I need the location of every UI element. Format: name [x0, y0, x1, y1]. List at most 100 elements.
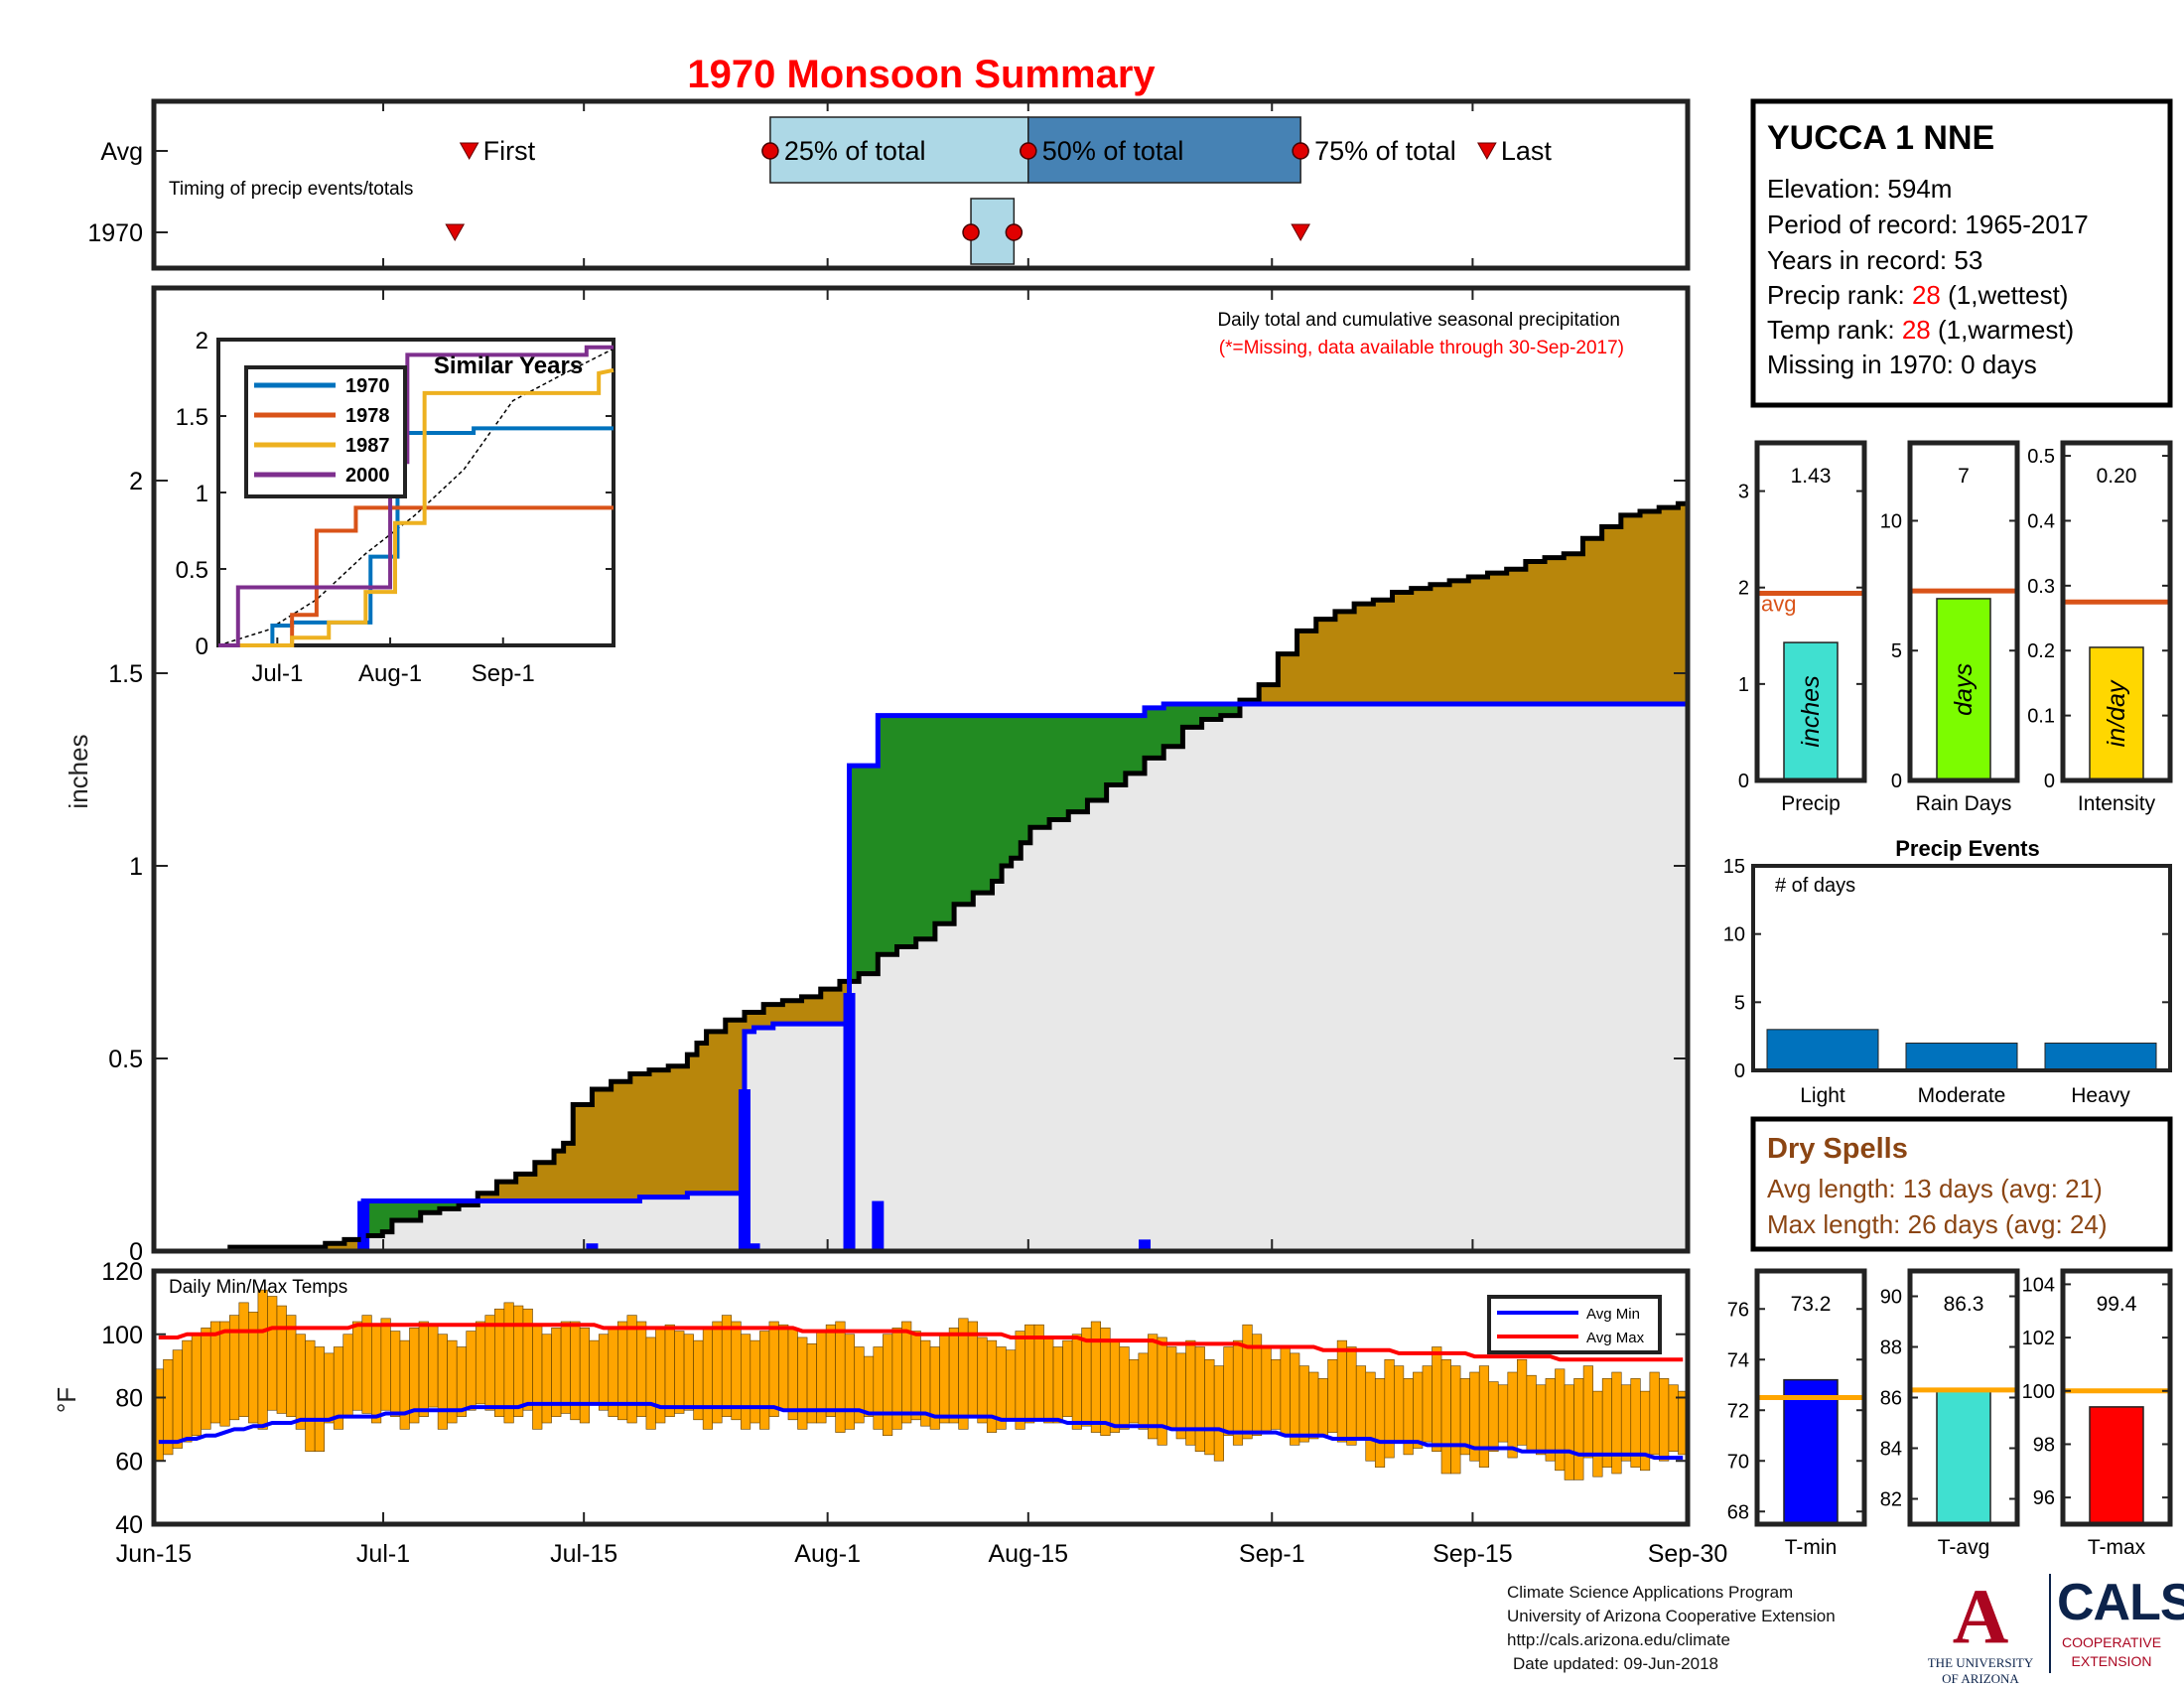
stat-bar-intensity [2089, 646, 2144, 781]
avg-first-marker [459, 142, 479, 161]
station-name: YUCCA 1 NNE [1767, 119, 1994, 157]
daily-temp-bar [172, 1349, 183, 1449]
daily-temp-bar [324, 1352, 335, 1424]
daily-temp-bar [305, 1339, 316, 1452]
stat-ytick-label: 2 [1738, 578, 1749, 600]
daily-temp-bar [674, 1331, 685, 1414]
cals-text-2: EXTENSION [2071, 1653, 2152, 1669]
daily-temp-bar [1640, 1390, 1651, 1472]
daily-temp-bar [1450, 1365, 1461, 1475]
temp-title: Daily Min/Max Temps [169, 1277, 347, 1298]
daily-temp-bar [513, 1305, 524, 1417]
precipitation-panel: 0 0.5 1 1.5 2 [108, 285, 1691, 1266]
daily-temp-bar [456, 1346, 468, 1417]
events-category-label: Light [1800, 1084, 1845, 1107]
daily-temp-bar [201, 1328, 211, 1430]
daily-temp-bar [1166, 1346, 1177, 1430]
daily-temp-bar [1290, 1352, 1300, 1446]
timing-panel: Avg 1970 Timing of precip events/totals Fir… [87, 98, 1691, 271]
avg-p25-label: 25% of total [784, 136, 926, 166]
events-ylabel: # of days [1775, 875, 1855, 897]
precip-frame [151, 285, 1691, 1254]
daily-temp-bar [399, 1339, 410, 1430]
events-category-label: Heavy [2071, 1084, 2130, 1107]
stat-ytick-label: 86 [1880, 1388, 1902, 1410]
daily-temp-bar [1327, 1358, 1338, 1433]
inset-ytick-label: 0 [196, 633, 208, 660]
daily-temp-bar [825, 1324, 836, 1417]
daily-temp-bar [750, 1339, 760, 1424]
daily-temp-bar [475, 1321, 486, 1405]
avg-p25-marker [761, 142, 779, 160]
inset-legend-label: 2000 [345, 465, 390, 487]
stat-avg-label: avg [1761, 592, 1796, 617]
daily-temp-bar [778, 1324, 789, 1411]
daily-temp-bar [948, 1328, 959, 1424]
year-p50-marker [1005, 223, 1024, 241]
daily-temp-bar [702, 1328, 713, 1430]
daily-temp-bar [503, 1302, 514, 1424]
stat-bar-precip [1783, 641, 1839, 781]
stat-ytick-label: 3 [1738, 482, 1749, 503]
avg-last-label: Last [1501, 136, 1553, 166]
inset-avg-line [217, 348, 614, 646]
events-ytick-label: 5 [1734, 992, 1745, 1014]
stat-ytick-label: 1 [1738, 674, 1749, 696]
daily-temp-bar [759, 1331, 770, 1430]
daily-temp-bar [286, 1315, 297, 1417]
daily-temp-bar [182, 1339, 193, 1443]
temp-ytick-label: 60 [115, 1448, 143, 1476]
inset-title: Similar Years [434, 352, 583, 379]
stat-ytick-label: 90 [1880, 1287, 1902, 1309]
daily-temp-bar [361, 1315, 372, 1414]
daily-temp-bar [787, 1328, 798, 1421]
daily-temp-bar [191, 1334, 202, 1437]
daily-temp-bar [248, 1312, 259, 1424]
daily-temp-bar [1280, 1346, 1291, 1437]
daily-temp-bar [1582, 1365, 1593, 1459]
daily-temp-bar [1526, 1374, 1537, 1452]
inset-xtick-label: Aug-1 [358, 660, 422, 687]
footer-credits: Climate Science Applications Program Uni… [1507, 1581, 1836, 1676]
inset-xtick-label: Jul-1 [251, 660, 303, 687]
stat-value-label: 86.3 [1944, 1293, 1984, 1316]
stat-ytick-label: 104 [2022, 1274, 2055, 1296]
temp-ytick-label: 40 [115, 1511, 143, 1539]
temp-ytick-label: 100 [101, 1322, 143, 1349]
stat-ytick-label: 5 [1891, 640, 1902, 662]
inset-ytick-label: 2 [196, 328, 208, 354]
daily-temp-bar [560, 1321, 571, 1414]
daily-temp-bar [873, 1346, 884, 1430]
temp-ytick-label: 120 [101, 1258, 143, 1286]
avg-cumulative-line [154, 500, 1688, 1254]
station-box [1750, 98, 2173, 408]
precip-ylabel: inches [64, 734, 93, 808]
daily-temp-bar [1620, 1384, 1632, 1462]
inset-series-1987 [218, 367, 614, 647]
temp-legend-label: Avg Max [1586, 1330, 1645, 1346]
daily-temp-bar [1394, 1365, 1405, 1443]
stat-ytick-label: 88 [1880, 1337, 1902, 1359]
events-bar-heavy [2044, 1043, 2157, 1071]
stat-ytick-label: 0.5 [2027, 446, 2055, 468]
ua-block-a-mark: A [1952, 1573, 2009, 1659]
daily-temp-bar [1024, 1324, 1035, 1424]
temp-stats-panels: 68 70 72 74 76 73.2 T-min 82 84 86 88 90 86.3 T-avg 96… [1727, 1268, 2173, 1559]
precip-stats-panels: 0 1 2 3 1.43 Precip inches avg 0 5 10 7 Rain Days day… [1738, 440, 2173, 815]
daily-temp-bar [1261, 1346, 1272, 1433]
stat-value-label: 99.4 [2097, 1293, 2137, 1316]
cals-mark: CALS [2057, 1574, 2184, 1631]
daily-temp-bar [1346, 1346, 1357, 1446]
avg-p50-marker [1020, 142, 1037, 160]
precip-ytick-label: 0 [129, 1238, 143, 1266]
similar-years-inset: 0 0.5 1 1.5 2 Jul-1 Aug-1 Sep-1 Similar Years 197… [176, 328, 615, 687]
daily-temp-bar [1507, 1371, 1518, 1459]
timing-row-label: 1970 [87, 219, 143, 247]
daily-precip-bar [872, 1200, 885, 1251]
daily-temp-bar [1100, 1328, 1111, 1437]
daily-temp-bar [342, 1334, 353, 1417]
daily-temp-bar [1129, 1358, 1140, 1424]
daily-temp-bar [683, 1334, 694, 1411]
footer-line-3[interactable]: http://cals.arizona.edu/climate [1507, 1630, 1730, 1649]
